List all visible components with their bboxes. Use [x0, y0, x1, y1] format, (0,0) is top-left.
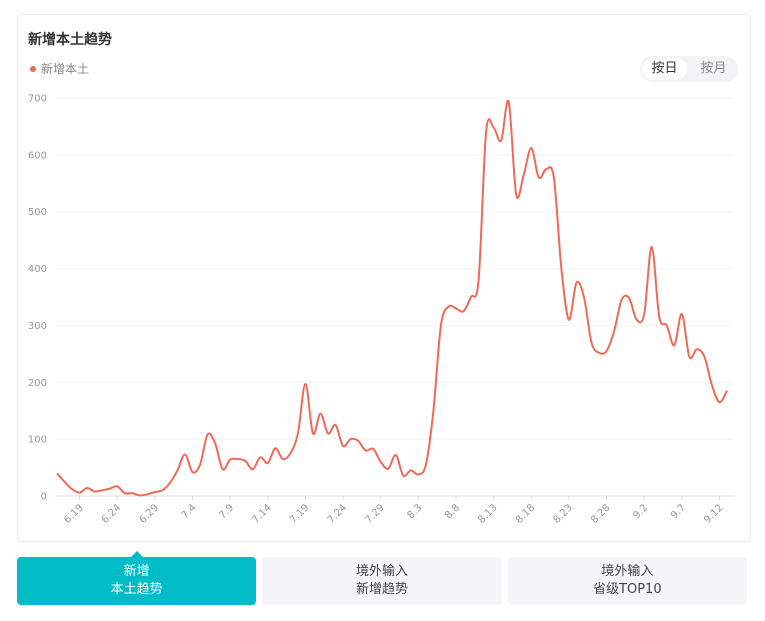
y-tick-label: 500: [28, 207, 47, 218]
x-tick-label: 7.19: [288, 502, 312, 526]
tab[interactable]: 境外输入省级TOP10: [507, 557, 747, 605]
x-tick-label: 8.8: [443, 502, 462, 521]
x-tick-label: 7.24: [326, 502, 350, 526]
chart-title: 新增本土趋势: [28, 32, 112, 48]
x-tick-label: 7.9: [217, 502, 236, 521]
tab-line: 省级TOP10: [593, 582, 662, 597]
y-tick-label: 0: [41, 492, 47, 503]
legend-label: 新增本土: [41, 62, 90, 76]
x-tick-label: 7.29: [363, 502, 387, 526]
x-tick-label: 9.12: [702, 502, 726, 526]
toggle-option[interactable]: 按日: [642, 58, 687, 80]
tab[interactable]: 新增 本土趋势: [17, 551, 257, 605]
x-tick-label: 6.24: [100, 502, 124, 526]
legend-marker: [30, 65, 36, 72]
y-tick-label: 400: [28, 264, 47, 275]
y-tick-label: 100: [28, 435, 47, 446]
tab-line: 境外输入: [601, 564, 654, 579]
toggle-option[interactable]: 按月: [700, 61, 727, 76]
chart: 0 100 200 300 400 500 600 700 6.19 6.24 6.29 7.4 7.9…: [28, 94, 733, 526]
x-tick-label: 8.23: [552, 502, 576, 526]
y-tick-label: 700: [28, 94, 47, 105]
x-tick-label: 9.7: [669, 502, 688, 521]
y-tick-label: 600: [28, 150, 47, 161]
x-tick-label: 7.14: [250, 502, 274, 526]
legend: 新增本土: [30, 60, 89, 77]
line-series: [56, 99, 728, 497]
tab[interactable]: 境外输入 新增趋势: [262, 557, 502, 605]
x-tick-label: 8.18: [514, 502, 538, 526]
period-toggle: 按日 按月: [640, 56, 738, 82]
tab-line: 境外输入: [355, 564, 408, 579]
chart-card: [17, 14, 751, 542]
x-tick-label: 8.3: [405, 502, 424, 521]
x-tick-label: 8.13: [476, 502, 500, 526]
tab-line: 新增趋势: [355, 582, 408, 597]
x-tick-label: 7.4: [180, 502, 199, 521]
y-tick-label: 200: [28, 378, 47, 389]
y-tick-label: 300: [28, 321, 47, 332]
x-tick-label: 6.29: [137, 502, 161, 526]
x-tick-label: 8.28: [589, 502, 613, 526]
tab-line: 新增: [123, 564, 150, 579]
tab-bar: 新增 本土趋势 境外输入 新增趋势 境外输入 省级TOP10: [17, 551, 747, 605]
tab-line: 本土趋势: [110, 582, 163, 597]
x-tick-label: 6.19: [62, 502, 86, 526]
x-tick-label: 9.2: [631, 502, 650, 521]
